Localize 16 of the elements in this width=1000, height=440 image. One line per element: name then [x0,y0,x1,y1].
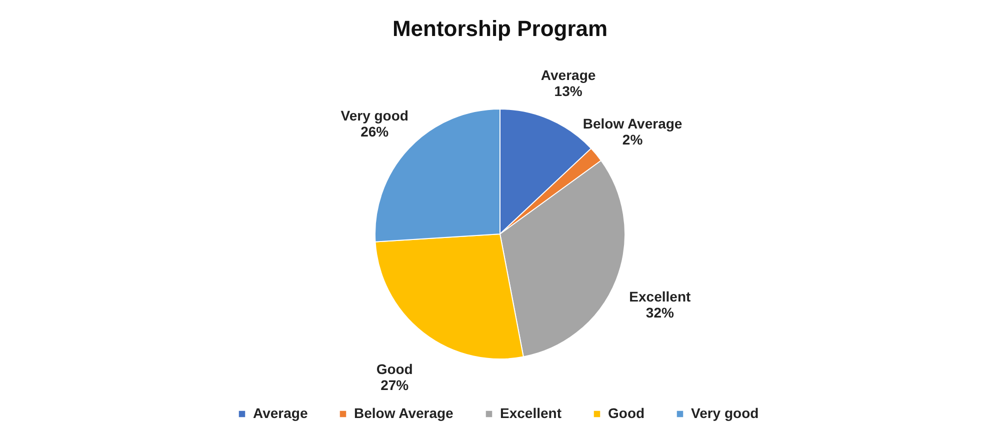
legend-label: Very good [691,405,759,421]
slice-label: Good [376,360,413,377]
chart-title: Mentorship Program [392,16,608,42]
data-label: 13% [554,83,583,100]
slice-label: Average [540,67,596,84]
slice-label: Excellent [629,288,691,304]
slice-label: Below Average [582,115,682,132]
slice-label: Very good [340,107,408,124]
legend-label: Below Average [354,405,454,421]
data-label: 26% [360,123,390,140]
legend-label: Average [253,405,308,421]
legend-label: Excellent [500,405,562,421]
legend-label: Good [608,405,645,421]
data-label: 2% [622,131,644,148]
data-label: 32% [646,304,674,320]
data-label: 27% [380,376,410,393]
